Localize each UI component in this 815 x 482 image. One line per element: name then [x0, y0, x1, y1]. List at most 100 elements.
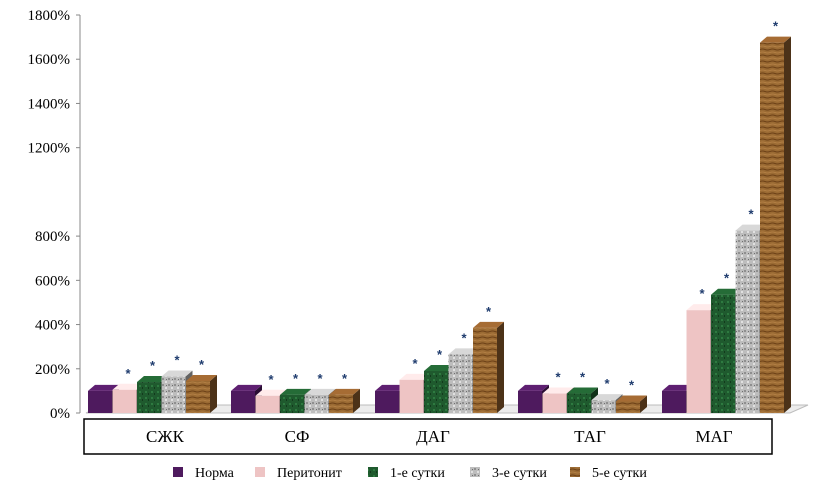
bar-side — [784, 36, 791, 414]
bar-top — [591, 394, 623, 401]
y-tick-label: 1200% — [28, 141, 71, 157]
significance-star: * — [724, 271, 730, 286]
bar-top — [137, 376, 168, 383]
bar-top — [473, 321, 504, 328]
bar-top — [616, 395, 647, 402]
legend-swatch — [570, 467, 580, 477]
bar-МАГ-5-е сутки — [760, 36, 791, 414]
significance-star: * — [268, 372, 274, 387]
significance-star: * — [199, 357, 205, 372]
bar-front — [711, 294, 735, 413]
bar-top — [735, 224, 767, 231]
bar-front — [329, 394, 353, 413]
bar-top — [711, 288, 742, 295]
category-box — [83, 418, 773, 455]
significance-star: * — [486, 304, 492, 319]
bar-front — [662, 390, 686, 413]
bar-front — [686, 310, 711, 413]
bar-front — [255, 395, 280, 413]
significance-star: * — [293, 371, 299, 386]
bar-top — [567, 387, 598, 394]
y-tick-label: 800% — [35, 229, 70, 245]
bar-side — [353, 388, 360, 413]
bar-front — [735, 230, 760, 413]
legend-item: 1-е сутки — [368, 466, 445, 481]
legend-item: 3-е сутки — [470, 466, 547, 481]
legend-label: 3-е сутки — [492, 466, 547, 481]
bar-top — [686, 304, 718, 311]
legend-label: Норма — [195, 466, 235, 481]
bar-top — [760, 36, 791, 43]
legend: Норма Перитонит 1-е сутки 3-е сутки 5-е сутк… — [173, 466, 647, 481]
bar-front — [88, 390, 112, 413]
bar-top — [518, 384, 549, 391]
bar-top — [304, 388, 336, 395]
bar-front — [448, 354, 473, 413]
significance-star: * — [437, 347, 443, 362]
bar-front — [591, 400, 616, 413]
y-tick-label: 1800% — [28, 8, 71, 24]
bar-СФ-5-е сутки — [329, 388, 360, 413]
bar-top — [329, 388, 360, 395]
y-tick-label: 0% — [50, 406, 70, 422]
category-label: ДАГ — [416, 427, 450, 446]
bar-front — [186, 380, 210, 413]
bar-front — [760, 42, 784, 414]
bar-top — [542, 387, 574, 394]
bar-СЖК-5-е сутки — [186, 374, 217, 413]
category-label: ТАГ — [574, 427, 606, 446]
bar-top — [399, 373, 431, 380]
bar-front — [375, 390, 399, 413]
y-tick-label: 1600% — [28, 52, 71, 68]
legend-item: 5-е сутки — [570, 466, 647, 481]
significance-star: * — [174, 353, 180, 368]
legend-label: 1-е сутки — [390, 466, 445, 481]
bar-front — [567, 393, 591, 413]
bar-front — [473, 327, 497, 413]
y-tick-label: 600% — [35, 273, 70, 289]
legend-item: Перитонит — [255, 466, 342, 481]
legend-swatch — [368, 467, 378, 477]
significance-star: * — [748, 207, 754, 222]
category-label: МАГ — [695, 427, 732, 446]
bar-top — [375, 384, 406, 391]
y-tick-label: 200% — [35, 362, 70, 378]
bar-top — [280, 388, 311, 395]
legend-swatch — [255, 467, 265, 477]
y-tick-label: 400% — [35, 318, 70, 334]
bar-front — [518, 390, 542, 413]
bar-ТАГ-5-е сутки — [616, 395, 647, 413]
significance-star: * — [604, 376, 610, 391]
bar-front — [137, 382, 161, 413]
significance-star: * — [412, 356, 418, 371]
bar-front — [280, 394, 304, 413]
significance-star: * — [342, 371, 348, 386]
y-tick-label: 1400% — [28, 96, 71, 112]
bar-top — [255, 389, 287, 396]
significance-star: * — [699, 286, 705, 301]
bar-top — [231, 384, 262, 391]
legend-label: 5-е сутки — [592, 466, 647, 481]
y-axis: 0% 200% 400% 600% 800% 1200% 1400% 1600% 1800% — [28, 8, 81, 422]
bar-side — [497, 321, 504, 413]
legend-swatch — [173, 467, 183, 477]
bar-front — [304, 394, 329, 413]
bar-front — [161, 376, 186, 413]
legend-label: Перитонит — [277, 466, 342, 481]
bar-front — [424, 370, 448, 413]
bars — [88, 36, 791, 414]
category-labels: СЖК СФ ДАГ ТАГ МАГ — [146, 427, 733, 446]
bar-front — [112, 389, 137, 413]
bar-front — [542, 393, 567, 413]
significance-star: * — [555, 370, 561, 385]
significance-star: * — [125, 366, 131, 381]
bar-front — [231, 390, 255, 413]
bar-top — [112, 383, 144, 390]
legend-item: Норма — [173, 466, 235, 481]
bar-top — [662, 384, 693, 391]
significance-star: * — [317, 371, 323, 386]
category-label: СЖК — [146, 427, 185, 446]
bar-top — [88, 384, 119, 391]
significance-star: * — [580, 370, 586, 385]
